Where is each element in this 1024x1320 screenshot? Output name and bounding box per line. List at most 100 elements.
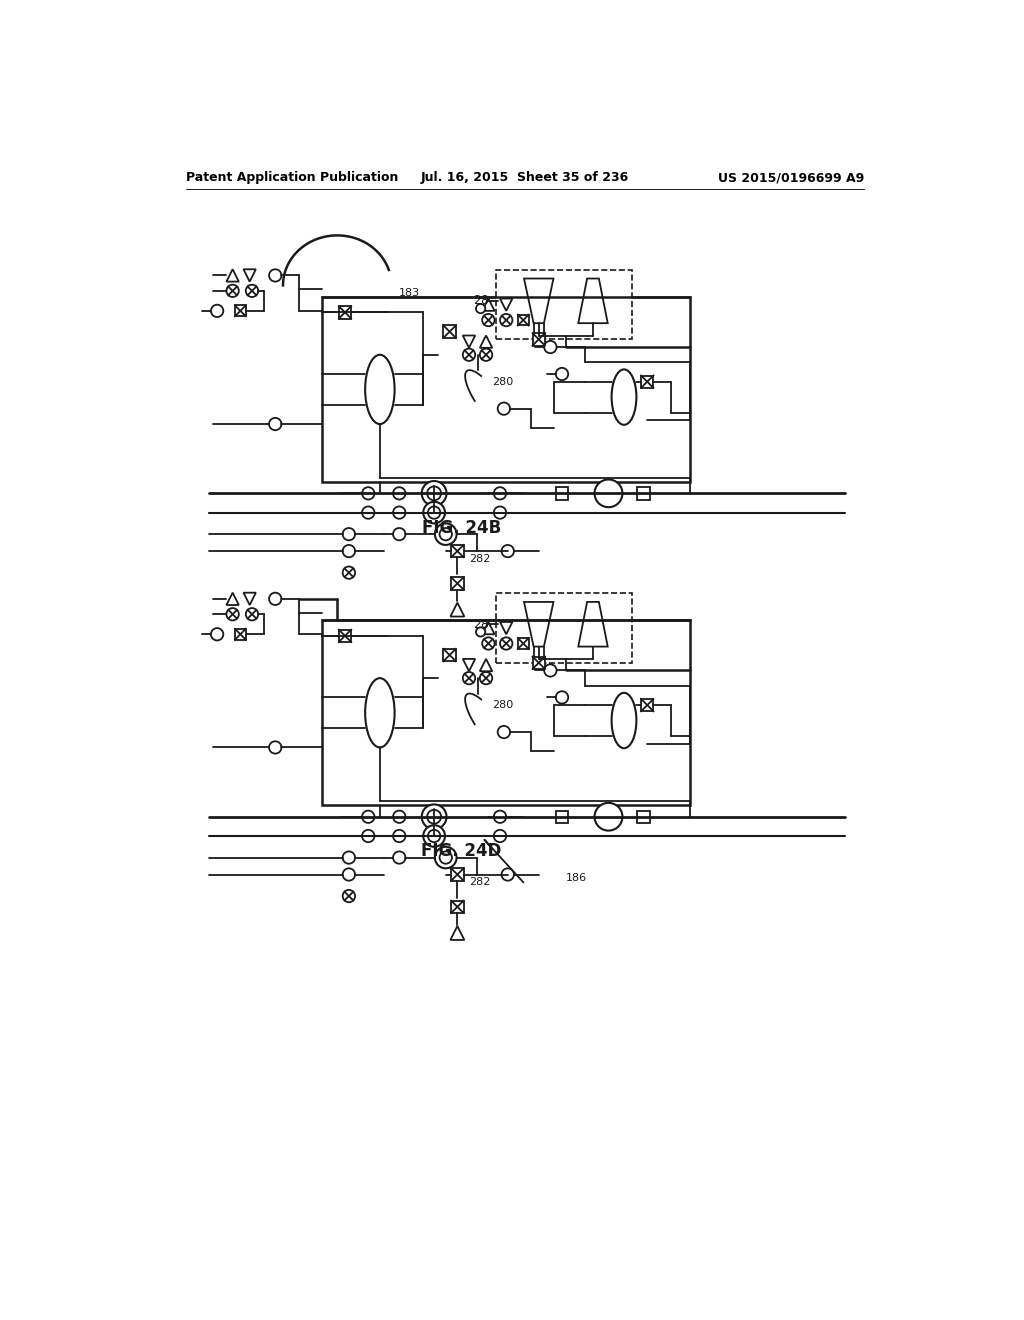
Circle shape	[269, 269, 282, 281]
Bar	[452, 900, 464, 913]
Circle shape	[463, 348, 475, 360]
Circle shape	[498, 403, 510, 414]
Polygon shape	[500, 622, 512, 635]
Circle shape	[393, 528, 406, 540]
Text: 282: 282	[469, 878, 490, 887]
Circle shape	[544, 341, 557, 354]
Polygon shape	[463, 335, 475, 348]
Circle shape	[393, 810, 406, 822]
Text: 280: 280	[493, 700, 513, 710]
Polygon shape	[500, 298, 512, 312]
Circle shape	[393, 830, 406, 842]
Bar	[532, 656, 545, 669]
Text: 183: 183	[399, 288, 421, 298]
Circle shape	[476, 304, 485, 313]
Circle shape	[428, 507, 440, 519]
Bar	[452, 577, 464, 590]
Bar	[556, 810, 568, 822]
Circle shape	[427, 487, 441, 500]
Circle shape	[269, 742, 282, 754]
Bar	[234, 305, 246, 317]
Circle shape	[556, 368, 568, 380]
Circle shape	[502, 545, 514, 557]
Polygon shape	[480, 335, 493, 348]
Circle shape	[211, 305, 223, 317]
Text: Patent Application Publication: Patent Application Publication	[186, 172, 398, 185]
Text: FIG. 24B: FIG. 24B	[422, 519, 501, 537]
Bar	[518, 638, 528, 649]
Circle shape	[211, 628, 223, 640]
Circle shape	[494, 487, 506, 499]
Bar	[496, 271, 632, 339]
Circle shape	[393, 851, 406, 863]
Ellipse shape	[366, 678, 394, 747]
Bar	[443, 649, 456, 661]
Bar	[556, 487, 568, 499]
Text: 28: 28	[473, 294, 488, 308]
Bar	[637, 487, 649, 499]
Circle shape	[494, 830, 506, 842]
Ellipse shape	[611, 693, 636, 748]
Bar	[452, 545, 464, 557]
Circle shape	[439, 528, 452, 540]
Bar	[637, 810, 649, 822]
Circle shape	[343, 851, 355, 863]
Circle shape	[595, 803, 623, 830]
Polygon shape	[451, 927, 464, 940]
Circle shape	[423, 502, 445, 524]
Text: US 2015/0196699 A9: US 2015/0196699 A9	[718, 172, 864, 185]
Circle shape	[269, 593, 282, 605]
Circle shape	[544, 664, 557, 677]
Circle shape	[482, 638, 495, 649]
Circle shape	[595, 479, 623, 507]
Circle shape	[362, 487, 375, 499]
Ellipse shape	[611, 370, 636, 425]
Circle shape	[500, 314, 512, 326]
Circle shape	[343, 890, 355, 903]
Text: 282: 282	[469, 554, 490, 564]
Polygon shape	[579, 602, 607, 647]
Circle shape	[269, 418, 282, 430]
Circle shape	[343, 566, 355, 578]
Polygon shape	[482, 622, 495, 635]
Polygon shape	[244, 269, 256, 281]
Bar	[234, 628, 246, 640]
Polygon shape	[482, 298, 495, 312]
Polygon shape	[524, 602, 554, 647]
Bar	[339, 630, 351, 642]
Bar	[322, 620, 690, 805]
Polygon shape	[244, 593, 256, 605]
Polygon shape	[226, 269, 239, 281]
Text: 28: 28	[473, 618, 488, 631]
Circle shape	[343, 869, 355, 880]
Circle shape	[435, 847, 457, 869]
Circle shape	[502, 869, 514, 880]
Polygon shape	[524, 279, 554, 323]
Circle shape	[343, 528, 355, 540]
Circle shape	[476, 627, 485, 636]
Polygon shape	[463, 659, 475, 671]
Circle shape	[422, 804, 446, 829]
Bar	[452, 869, 464, 880]
Polygon shape	[480, 659, 493, 671]
Circle shape	[463, 672, 475, 684]
Circle shape	[500, 638, 512, 649]
Circle shape	[362, 810, 375, 822]
Circle shape	[393, 487, 406, 499]
Circle shape	[362, 507, 375, 519]
Circle shape	[482, 314, 495, 326]
Circle shape	[439, 851, 452, 863]
Circle shape	[428, 830, 440, 842]
Circle shape	[226, 609, 239, 620]
Bar	[496, 594, 632, 663]
Circle shape	[246, 285, 258, 297]
Circle shape	[422, 480, 446, 506]
Ellipse shape	[366, 355, 394, 424]
Bar	[641, 376, 653, 388]
Circle shape	[494, 507, 506, 519]
Polygon shape	[226, 593, 239, 605]
Polygon shape	[451, 603, 464, 616]
Circle shape	[393, 507, 406, 519]
Circle shape	[494, 810, 506, 822]
Circle shape	[423, 825, 445, 847]
